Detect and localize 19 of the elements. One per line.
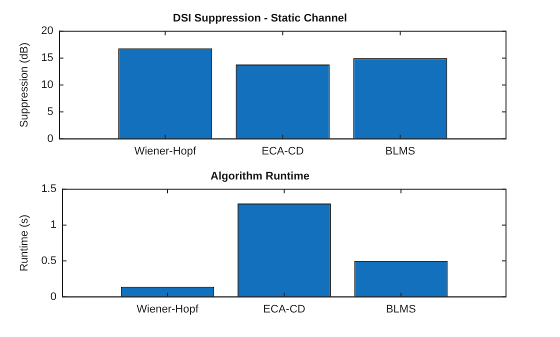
y-tick-label: 20 [41,25,54,38]
x-tick-label: BLMS [385,145,416,158]
y-tick-label: 1.5 [41,183,56,196]
chart-title: DSI Suppression - Static Channel [172,12,348,25]
x-tick-label: BLMS [386,303,416,316]
y-tick-label: 0.5 [41,254,56,267]
chart-title: Algorithm Runtime [210,170,310,183]
y-tick-label: 5 [47,106,54,118]
y-tick-label: 0 [50,290,56,303]
y-tick-label: 15 [41,52,54,64]
x-tick-label: Wiener-Hopf [136,303,200,316]
y-tick-label: 0 [47,132,54,145]
y-tick-label: 10 [41,79,54,92]
x-tick-label: Wiener-Hopf [134,145,198,158]
y-tick-label: 1 [50,219,56,232]
y-axis-title: Runtime (s) [18,214,31,272]
y-axis-title: Suppression (dB) [18,42,31,128]
x-tick-label: ECA-CD [263,303,306,316]
x-tick-label: ECA-CD [262,145,304,158]
